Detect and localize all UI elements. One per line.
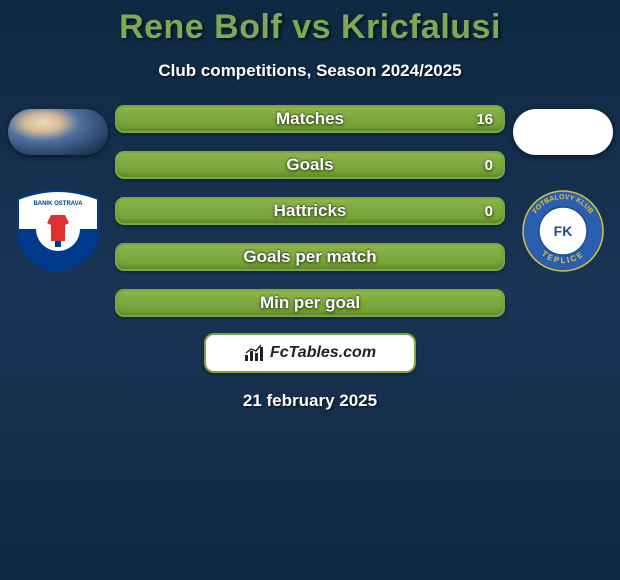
stat-bar-mpg: Min per goal: [115, 289, 505, 317]
player-avatar-left: [8, 109, 108, 155]
stat-bar-matches: Matches 16: [115, 105, 505, 133]
stat-bars: Matches 16 Goals 0 Hattricks 0 Goals per…: [115, 105, 505, 317]
stat-label: Goals per match: [243, 247, 376, 267]
stat-value-right: 0: [485, 157, 493, 174]
svg-text:BANIK OSTRAVA: BANIK OSTRAVA: [33, 201, 83, 207]
infographic-container: Rene Bolf vs Kricfalusi Club competition…: [0, 0, 620, 580]
club-logo-right: FK FOTBALOVY KLUB TEPLICE: [513, 189, 613, 273]
player-avatar-right: [513, 109, 613, 155]
infographic-date: 21 february 2025: [243, 391, 377, 411]
stat-label: Goals: [286, 155, 333, 175]
stat-bar-goals: Goals 0: [115, 151, 505, 179]
stat-label: Min per goal: [260, 293, 360, 313]
page-title: Rene Bolf vs Kricfalusi: [119, 8, 501, 47]
stat-bar-gpm: Goals per match: [115, 243, 505, 271]
stat-value-right: 0: [485, 203, 493, 220]
left-player-column: BANIK OSTRAVA: [0, 105, 115, 273]
right-player-column: FK FOTBALOVY KLUB TEPLICE: [505, 105, 620, 273]
chart-icon: [244, 344, 266, 362]
comparison-row: BANIK OSTRAVA Matches 16 Goals 0 Hattric…: [0, 105, 620, 317]
stat-label: Hattricks: [274, 201, 347, 221]
club-logo-left: BANIK OSTRAVA: [8, 189, 108, 273]
stat-bar-hattricks: Hattricks 0: [115, 197, 505, 225]
watermark: FcTables.com: [204, 333, 416, 373]
svg-text:FK: FK: [553, 223, 572, 239]
page-subtitle: Club competitions, Season 2024/2025: [158, 61, 461, 81]
stat-value-right: 16: [476, 111, 493, 128]
watermark-text: FcTables.com: [270, 344, 376, 362]
stat-label: Matches: [276, 109, 344, 129]
